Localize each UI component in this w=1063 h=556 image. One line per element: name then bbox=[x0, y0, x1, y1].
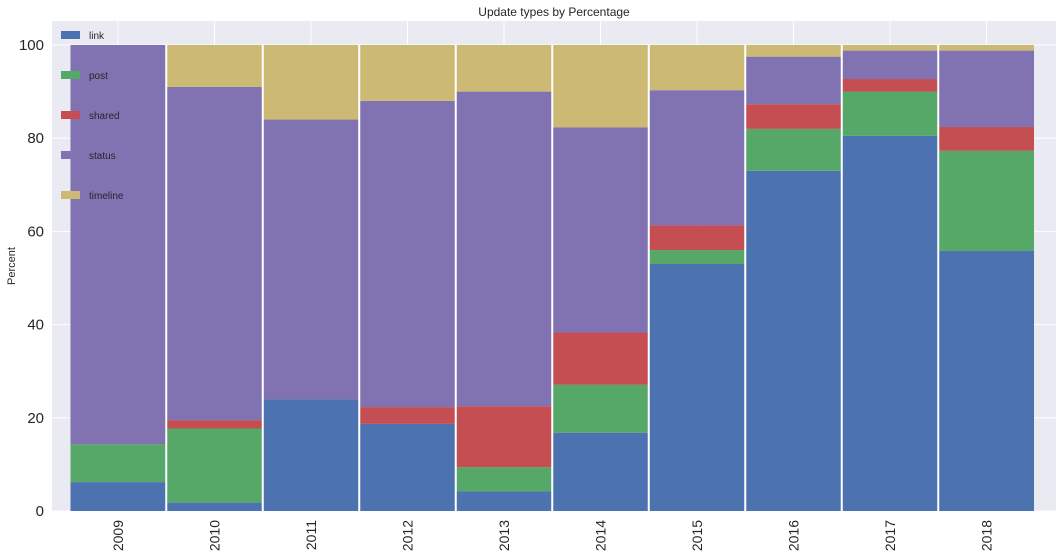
legend-label-status: status bbox=[89, 151, 116, 162]
legend-swatch-post bbox=[61, 71, 80, 79]
x-tick-label-2011: 2011 bbox=[303, 520, 319, 550]
bar-link-2013 bbox=[456, 491, 552, 511]
bar-status-2010 bbox=[167, 86, 262, 421]
y-tick-label: 100 bbox=[19, 37, 44, 54]
bar-timeline-2016 bbox=[746, 45, 841, 57]
bar-timeline-2018 bbox=[939, 45, 1034, 51]
x-tick-label-2013: 2013 bbox=[496, 520, 512, 551]
bar-post-2015 bbox=[649, 250, 745, 265]
bar-link-2012 bbox=[360, 423, 455, 511]
legend-label-post: post bbox=[89, 71, 108, 82]
bar-link-2011 bbox=[263, 399, 359, 511]
legend-swatch-timeline bbox=[61, 191, 80, 199]
legend-label-timeline: timeline bbox=[89, 191, 124, 202]
x-tick-label-2016: 2016 bbox=[786, 520, 802, 551]
y-tick-label: 60 bbox=[27, 223, 44, 240]
bar-status-2016 bbox=[746, 56, 841, 105]
bar-timeline-2013 bbox=[456, 45, 552, 92]
x-tick-label-2009: 2009 bbox=[110, 520, 126, 551]
bar-post-2010 bbox=[167, 428, 262, 503]
bar-status-2009 bbox=[70, 45, 166, 445]
bar-timeline-2012 bbox=[360, 45, 455, 101]
bar-shared-2010 bbox=[167, 420, 262, 429]
chart-title: Update types by Percentage bbox=[478, 5, 630, 19]
bar-status-2015 bbox=[649, 90, 745, 226]
x-tick-label-2015: 2015 bbox=[689, 520, 705, 551]
legend-label-link: link bbox=[89, 31, 105, 42]
bar-link-2018 bbox=[939, 250, 1034, 512]
y-tick-labels: 0 20 40 60 80 100 bbox=[19, 37, 44, 520]
y-tick-label: 20 bbox=[27, 410, 44, 427]
bar-shared-2013 bbox=[456, 406, 552, 468]
bar-post-2013 bbox=[456, 467, 552, 492]
y-tick-label: 40 bbox=[27, 317, 44, 334]
bar-post-2014 bbox=[553, 384, 648, 433]
bar-post-2018 bbox=[939, 150, 1034, 251]
bar-post-2009 bbox=[70, 444, 166, 483]
bar-timeline-2011 bbox=[263, 45, 359, 120]
bar-timeline-2010 bbox=[167, 45, 262, 87]
legend-swatch-status bbox=[61, 151, 80, 159]
legend-label-shared: shared bbox=[89, 111, 120, 122]
bar-link-2014 bbox=[553, 432, 648, 511]
bar-status-2011 bbox=[263, 119, 359, 400]
x-tick-label-2010: 2010 bbox=[207, 520, 223, 551]
x-tick-label-2014: 2014 bbox=[593, 520, 609, 551]
bar-status-2012 bbox=[360, 100, 455, 408]
bar-link-2015 bbox=[649, 264, 745, 511]
legend: link post shared status timeline bbox=[61, 31, 124, 202]
bar-post-2017 bbox=[842, 91, 938, 136]
y-tick-label: 80 bbox=[27, 130, 44, 147]
bar-shared-2012 bbox=[360, 407, 455, 424]
bar-timeline-2017 bbox=[842, 45, 938, 51]
bar-shared-2017 bbox=[842, 79, 938, 92]
bar-status-2013 bbox=[456, 91, 552, 407]
legend-swatch-shared bbox=[61, 111, 80, 119]
x-tick-labels: 2009 2010 2011 2012 2013 2014 2015 2016 2017 2018 bbox=[110, 520, 995, 551]
bar-post-2016 bbox=[746, 128, 841, 171]
bar-shared-2018 bbox=[939, 127, 1034, 151]
y-tick-label: 0 bbox=[36, 503, 44, 520]
bar-link-2016 bbox=[746, 170, 841, 511]
x-tick-label-2018: 2018 bbox=[979, 520, 995, 551]
bar-status-2017 bbox=[842, 50, 938, 80]
bar-timeline-2014 bbox=[553, 45, 648, 128]
bar-shared-2015 bbox=[649, 225, 745, 251]
legend-swatch-link bbox=[61, 31, 80, 39]
bar-shared-2016 bbox=[746, 104, 841, 129]
bar-timeline-2015 bbox=[649, 45, 745, 91]
bar-shared-2014 bbox=[553, 332, 648, 385]
bar-link-2009 bbox=[70, 482, 166, 511]
bar-status-2014 bbox=[553, 127, 648, 333]
bar-status-2018 bbox=[939, 50, 1034, 128]
bars bbox=[70, 45, 1034, 512]
bar-link-2010 bbox=[167, 502, 262, 511]
x-tick-label-2017: 2017 bbox=[882, 520, 898, 551]
y-axis-label: Percent bbox=[6, 247, 18, 285]
x-tick-label-2012: 2012 bbox=[400, 520, 416, 551]
bar-link-2017 bbox=[842, 135, 938, 511]
